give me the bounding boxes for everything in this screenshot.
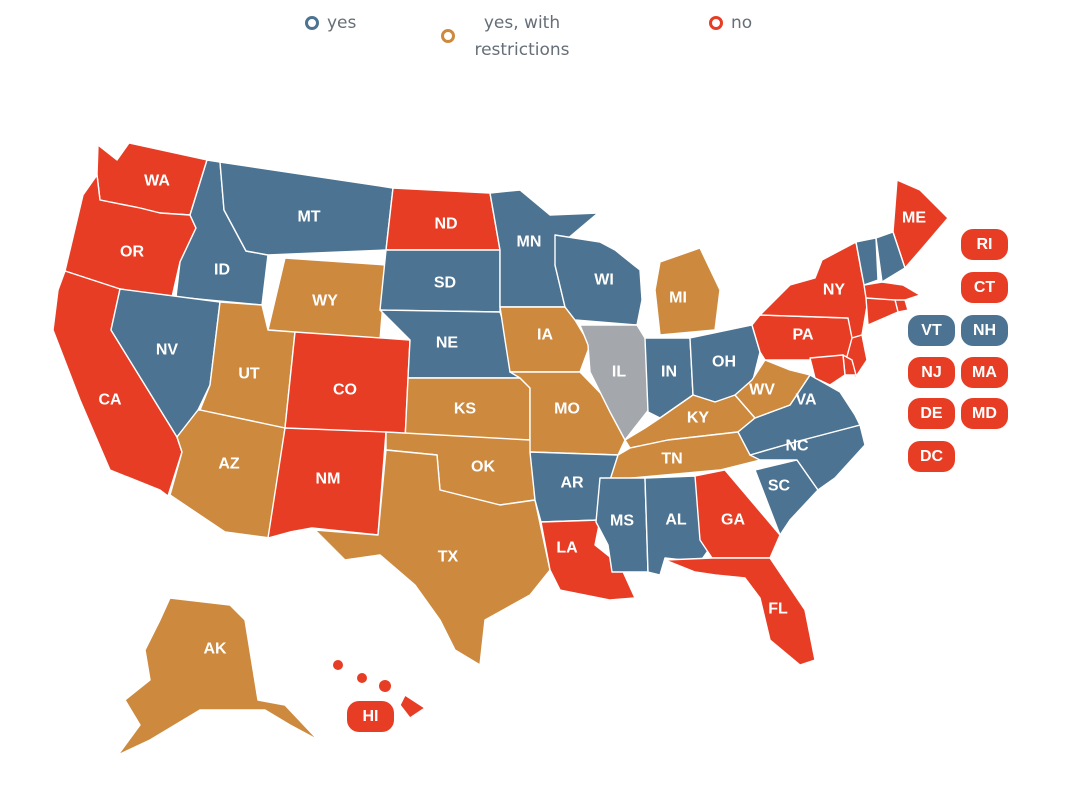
hawaii-island-3[interactable] — [379, 680, 391, 692]
state-wy[interactable] — [268, 258, 386, 340]
state-wi[interactable] — [555, 235, 642, 325]
state-ks[interactable] — [405, 378, 530, 440]
state-mt[interactable] — [220, 162, 393, 255]
hawaii-island-1[interactable] — [333, 660, 343, 670]
state-badge-nh[interactable]: NH — [961, 315, 1008, 346]
state-ct[interactable] — [866, 298, 898, 325]
state-badge-hi[interactable]: HI — [347, 701, 394, 732]
state-badge-dc[interactable]: DC — [908, 441, 955, 472]
state-badge-ma[interactable]: MA — [961, 357, 1008, 388]
state-badge-vt[interactable]: VT — [908, 315, 955, 346]
state-badge-ri[interactable]: RI — [961, 229, 1008, 260]
state-badge-ct[interactable]: CT — [961, 272, 1008, 303]
state-pa[interactable] — [752, 315, 858, 360]
state-badge-md[interactable]: MD — [961, 398, 1008, 429]
state-badge-nj[interactable]: NJ — [908, 357, 955, 388]
state-hi[interactable] — [400, 695, 425, 718]
state-fl[interactable] — [665, 558, 815, 665]
state-sd[interactable] — [380, 250, 500, 312]
state-az[interactable] — [170, 410, 285, 538]
state-ak[interactable] — [118, 598, 318, 755]
state-mi[interactable] — [655, 248, 720, 335]
state-badge-de[interactable]: DE — [908, 398, 955, 429]
state-nd[interactable] — [386, 188, 500, 250]
state-nm[interactable] — [268, 428, 386, 538]
hawaii-island-2[interactable] — [357, 673, 367, 683]
state-co[interactable] — [285, 332, 410, 440]
